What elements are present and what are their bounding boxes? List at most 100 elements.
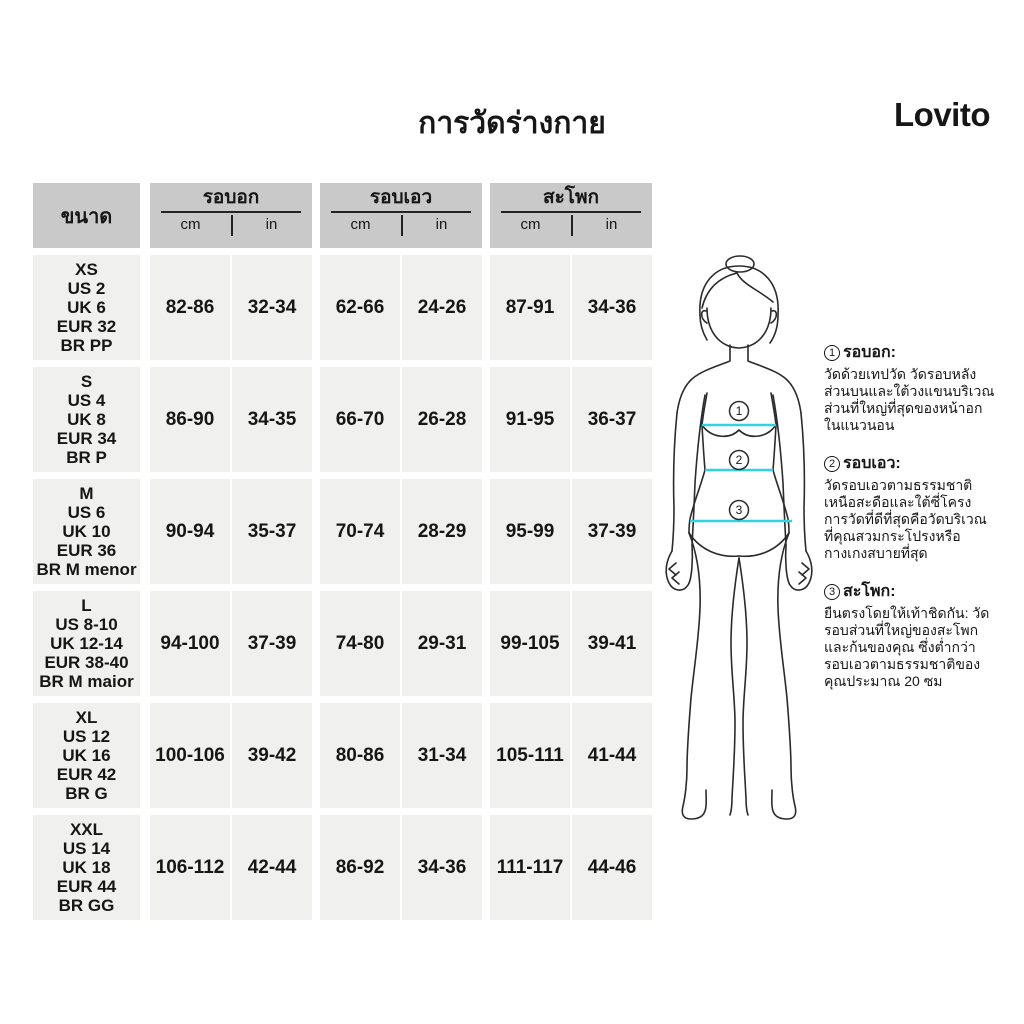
size-label-line: XL (75, 708, 98, 727)
bust-in-value: 37-39 (232, 591, 312, 696)
hips-value-group: 111-117 44-46 (490, 815, 652, 920)
waist-units-row: cm in (320, 213, 482, 236)
bust-value-group: 100-106 39-42 (150, 703, 312, 808)
table-row: M US 6 UK 10 EUR 36 BR M menor 90-94 35-37 70-7… (33, 479, 652, 584)
hips-in-value: 34-36 (572, 255, 652, 360)
marker-3-circle (728, 499, 750, 521)
hips-cm-unit: cm (520, 216, 541, 233)
note-waist-title: 2 รอบเอว: (824, 453, 1014, 475)
torso-left (688, 392, 708, 534)
waist-value-group: 70-74 28-29 (320, 479, 482, 584)
hips-value-group: 105-111 41-44 (490, 703, 652, 808)
size-label-line: EUR 32 (56, 317, 117, 336)
hips-cm-value: 105-111 (490, 703, 570, 808)
hips-cm-value: 87-91 (490, 255, 570, 360)
neck-left-shoulder (676, 344, 731, 414)
size-label-line: M (79, 484, 94, 503)
panty-left (688, 532, 740, 558)
hair-bun (725, 255, 755, 273)
waist-value-group: 86-92 34-36 (320, 815, 482, 920)
size-label-line: UK 10 (62, 522, 111, 541)
size-cell: XS US 2 UK 6 EUR 32 BR PP (33, 255, 140, 360)
table-row: L US 8-10 UK 12-14 EUR 38-40 BR M maior 94-10… (33, 591, 652, 696)
size-column-header: ขนาด (33, 183, 140, 248)
size-label-line: US 2 (67, 279, 106, 298)
size-cell: XXL US 14 UK 18 EUR 44 BR GG (33, 815, 140, 920)
hips-in-value: 44-46 (572, 815, 652, 920)
right-leg-outer (770, 532, 797, 820)
size-label-line: US 6 (67, 503, 106, 522)
right-arm-outer (800, 412, 807, 552)
hips-value-group: 91-95 36-37 (490, 367, 652, 472)
hips-value-group: 99-105 39-41 (490, 591, 652, 696)
bust-value-group: 82-86 32-34 (150, 255, 312, 360)
waist-cm-unit: cm (350, 216, 371, 233)
size-label-line: UK 12-14 (50, 634, 123, 653)
waist-cm-value: 66-70 (320, 367, 400, 472)
hips-group-header: สะโพก cm in (490, 183, 652, 248)
marker-1-number: 1 (736, 404, 743, 418)
note-bust: 1 รอบอก: วัดด้วยเทปวัด วัดรอบหลัง ส่วนบน… (824, 342, 1014, 434)
bust-in-value: 42-44 (232, 815, 312, 920)
bust-cm-value: 100-106 (150, 703, 230, 808)
size-label-line: US 4 (67, 391, 106, 410)
marker-1-circle (728, 400, 750, 422)
size-label-line: UK 8 (67, 410, 106, 429)
waist-in-value: 34-36 (402, 815, 482, 920)
bust-units-row: cm in (150, 213, 312, 236)
waist-value-group: 80-86 31-34 (320, 703, 482, 808)
hips-in-value: 41-44 (572, 703, 652, 808)
left-arm-inner (691, 394, 706, 546)
panty-right (738, 532, 790, 558)
unit-divider (231, 215, 233, 236)
size-label-line: BR PP (60, 336, 113, 355)
size-label-line: BR M maior (39, 672, 134, 691)
marker-3-number: 3 (736, 503, 743, 517)
waist-value-group: 74-80 29-31 (320, 591, 482, 696)
note-bust-title: 1 รอบอก: (824, 342, 1014, 364)
left-leg-inner (729, 557, 740, 816)
hair-outline (699, 265, 779, 344)
bust-curve (701, 424, 777, 438)
size-cell: XL US 12 UK 16 EUR 42 BR G (33, 703, 140, 808)
page-title: การวัดร่างกาย (418, 107, 606, 140)
waist-group-label: รอบเอว (369, 187, 433, 208)
waist-cm-value: 70-74 (320, 479, 400, 584)
waist-cm-value: 86-92 (320, 815, 400, 920)
size-label-line: BR G (65, 784, 108, 803)
bust-cm-value: 106-112 (150, 815, 230, 920)
left-leg-outer (681, 532, 708, 820)
right-hand-fingers (798, 562, 810, 585)
size-label-line: BR P (66, 448, 107, 467)
hips-units-row: cm in (490, 213, 652, 236)
right-ear (770, 309, 778, 324)
note-hips-body: ยืนตรงโดยให้เท้าชิดกัน: วัด รอบส่วนที่ให… (824, 605, 990, 689)
size-cell: M US 6 UK 10 EUR 36 BR M menor (33, 479, 140, 584)
bust-cm-value: 94-100 (150, 591, 230, 696)
hips-in-value: 39-41 (572, 591, 652, 696)
left-hand (665, 544, 694, 591)
note-hips: 3 สะโพก: ยืนตรงโดยให้เท้าชิดกัน: วัด รอบ… (824, 581, 1014, 690)
body-measurement-figure: 1 2 3 (665, 255, 813, 820)
bust-in-unit: in (265, 216, 278, 233)
unit-divider (401, 215, 403, 236)
table-row: S US 4 UK 8 EUR 34 BR P 86-90 34-35 66-70 26-28 9… (33, 367, 652, 472)
note-waist-body: วัดรอบเอวตามธรรมชาติ เหนือสะดือและใต้ซี่… (824, 477, 987, 561)
hips-in-value: 37-39 (572, 479, 652, 584)
waist-in-value: 29-31 (402, 591, 482, 696)
hair-fringe (701, 272, 774, 309)
size-label-line: UK 6 (67, 298, 106, 317)
size-label-line: L (81, 596, 92, 615)
hips-in-unit: in (605, 216, 618, 233)
size-label-line: S (80, 372, 93, 391)
waist-in-value: 31-34 (402, 703, 482, 808)
size-label-line: EUR 34 (56, 429, 117, 448)
note-3-number-icon: 3 (824, 584, 840, 600)
bust-in-value: 34-35 (232, 367, 312, 472)
bust-value-group: 106-112 42-44 (150, 815, 312, 920)
header-divider-line (501, 211, 641, 213)
bust-value-group: 94-100 37-39 (150, 591, 312, 696)
size-label-line: XS (75, 260, 98, 279)
hips-cm-value: 95-99 (490, 479, 570, 584)
bust-value-group: 86-90 34-35 (150, 367, 312, 472)
